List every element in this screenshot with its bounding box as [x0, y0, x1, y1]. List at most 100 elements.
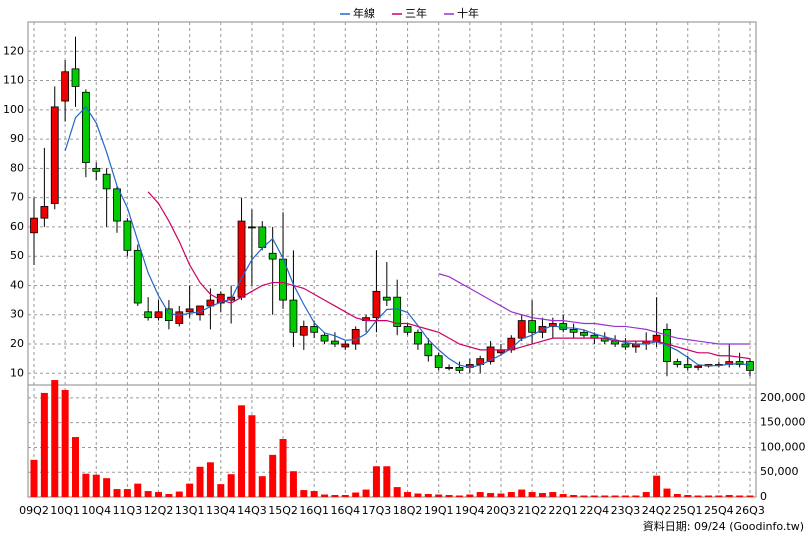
- candle-body: [144, 311, 153, 319]
- volume-bar: [40, 392, 48, 497]
- candle-body: [268, 252, 277, 260]
- candle-body: [652, 334, 661, 342]
- volume-bar: [238, 405, 246, 497]
- ma-line: [147, 191, 751, 360]
- source-note: 資料日期: 09/24 (Goodinfo.tw): [643, 519, 804, 533]
- candle-body: [40, 206, 49, 219]
- candle-body: [299, 326, 308, 336]
- y2-tick-label: 150,000: [760, 416, 806, 429]
- volume-bar: [570, 495, 578, 497]
- legend-label: 十年: [457, 6, 479, 20]
- volume-bar: [321, 494, 329, 497]
- x-tick-label: 24Q2: [642, 504, 672, 517]
- candle-body: [71, 68, 80, 87]
- y2-tick-label: 200,000: [760, 391, 806, 404]
- volume-bar: [279, 439, 287, 497]
- y2-tick-label: 100,000: [760, 440, 806, 453]
- x-tick-label: 15Q2: [268, 504, 298, 517]
- candle-body: [30, 217, 38, 234]
- volume-bar: [404, 492, 412, 497]
- candle-body: [445, 367, 453, 369]
- candle-body: [310, 326, 319, 333]
- candle-body: [123, 220, 132, 251]
- x-tick-label: 26Q3: [735, 504, 765, 517]
- candle-body: [133, 249, 142, 304]
- volume-bar: [165, 494, 173, 497]
- volume-bar: [175, 491, 183, 497]
- volume-bar: [103, 478, 111, 497]
- x-tick-label: 19Q1: [424, 504, 454, 517]
- y-tick-label: 40: [10, 278, 24, 291]
- volume-bar: [694, 495, 702, 497]
- volume-bar: [497, 493, 505, 497]
- x-tick-label: 20Q3: [486, 504, 516, 517]
- volume-bar: [435, 494, 443, 497]
- y-tick-label: 100: [3, 103, 24, 116]
- y2-tick-label: 0: [760, 490, 767, 503]
- volume-bar: [538, 493, 546, 497]
- candle-body: [50, 106, 59, 204]
- x-tick-label: 10Q1: [50, 504, 80, 517]
- y-tick-label: 50: [10, 249, 24, 262]
- volume-bar: [393, 487, 401, 497]
- volume-bar: [653, 475, 661, 497]
- volume-bar: [134, 483, 142, 497]
- volume-bar: [227, 474, 235, 497]
- x-tick-label: 23Q3: [611, 504, 641, 517]
- volume-bar: [580, 495, 588, 497]
- y-tick-label: 70: [10, 191, 24, 204]
- volume-bar: [289, 471, 297, 497]
- candle-body: [393, 296, 402, 327]
- candle-body: [331, 340, 339, 345]
- volume-bar: [559, 494, 567, 497]
- candle-body: [559, 323, 568, 330]
- candle-body: [455, 367, 464, 371]
- volume-bar: [476, 492, 484, 497]
- volume-bar: [310, 491, 318, 497]
- candle-body: [382, 296, 391, 301]
- volume-bar: [61, 389, 69, 497]
- x-tick-label: 16Q1: [299, 504, 329, 517]
- candle-body: [683, 364, 692, 368]
- x-tick-label: 16Q4: [330, 504, 360, 517]
- plot-frame: [27, 21, 757, 498]
- ma-line: [438, 273, 750, 345]
- volume-bar: [331, 495, 339, 497]
- x-tick-label: 22Q4: [580, 504, 610, 517]
- x-tick-label: 22Q1: [548, 504, 578, 517]
- volume-bar: [72, 437, 80, 497]
- volume-bar: [507, 492, 515, 497]
- volume-bar: [30, 459, 38, 497]
- volume-bar: [445, 495, 453, 497]
- x-tick-label: 11Q3: [113, 504, 143, 517]
- volume-bar: [92, 474, 100, 497]
- volume-bar: [269, 454, 277, 497]
- volume-bar: [155, 492, 163, 497]
- legend-label: 三年: [405, 6, 427, 20]
- volume-bar: [217, 484, 225, 497]
- candle-body: [694, 365, 703, 368]
- x-tick-label: 17Q3: [362, 504, 392, 517]
- candle-body: [486, 346, 495, 362]
- x-tick-label: 18Q2: [393, 504, 423, 517]
- candle-body: [102, 173, 111, 190]
- candle-body: [341, 343, 350, 348]
- volume-bar: [611, 495, 619, 497]
- volume-bar: [300, 490, 308, 497]
- candle-body: [258, 226, 267, 248]
- candle-body: [248, 226, 256, 229]
- volume-bar: [258, 476, 266, 497]
- volume-bar: [601, 495, 609, 497]
- legend: 年線 三年 十年: [340, 6, 479, 20]
- x-tick-label: 10Q4: [81, 504, 111, 517]
- candle-body: [580, 331, 588, 336]
- volume-bar: [528, 492, 536, 497]
- candle-body: [372, 290, 381, 319]
- x-tick-label: 13Q1: [175, 504, 205, 517]
- x-tick-label: 14Q3: [237, 504, 267, 517]
- candle-body: [185, 308, 194, 313]
- candle-body: [175, 311, 184, 324]
- candle-body: [113, 188, 121, 222]
- volume-bar: [704, 495, 712, 497]
- candle-body: [154, 311, 163, 319]
